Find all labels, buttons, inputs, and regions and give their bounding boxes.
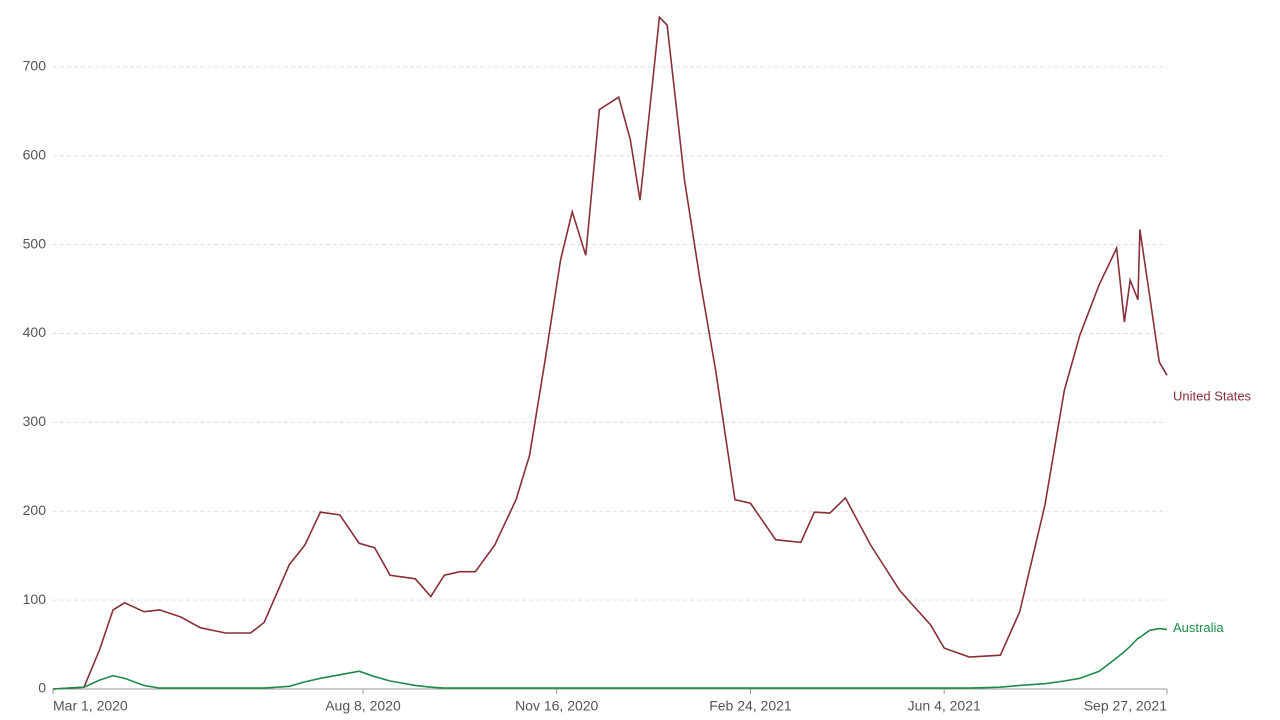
y-tick-label: 700 — [23, 58, 47, 74]
series-label: United States — [1173, 389, 1252, 404]
y-tick-label: 500 — [23, 235, 47, 251]
x-tick-label: Nov 16, 2020 — [515, 698, 598, 714]
x-tick-label: Mar 1, 2020 — [53, 698, 128, 714]
line-series — [52, 627, 1168, 690]
y-tick-label: 600 — [23, 146, 47, 162]
y-tick-label: 400 — [23, 324, 47, 340]
x-tick-label: Sep 27, 2021 — [1084, 698, 1168, 714]
y-tick-label: 300 — [23, 413, 47, 429]
line-series — [52, 15, 1168, 690]
series-label: Australia — [1173, 620, 1224, 635]
y-tick-label: 100 — [23, 591, 47, 607]
y-tick-label: 200 — [23, 502, 47, 518]
x-tick-label: Jun 4, 2021 — [908, 698, 981, 714]
x-tick-label: Feb 24, 2021 — [709, 698, 792, 714]
x-tick-label: Aug 8, 2020 — [325, 698, 401, 714]
y-tick-label: 0 — [38, 680, 46, 696]
